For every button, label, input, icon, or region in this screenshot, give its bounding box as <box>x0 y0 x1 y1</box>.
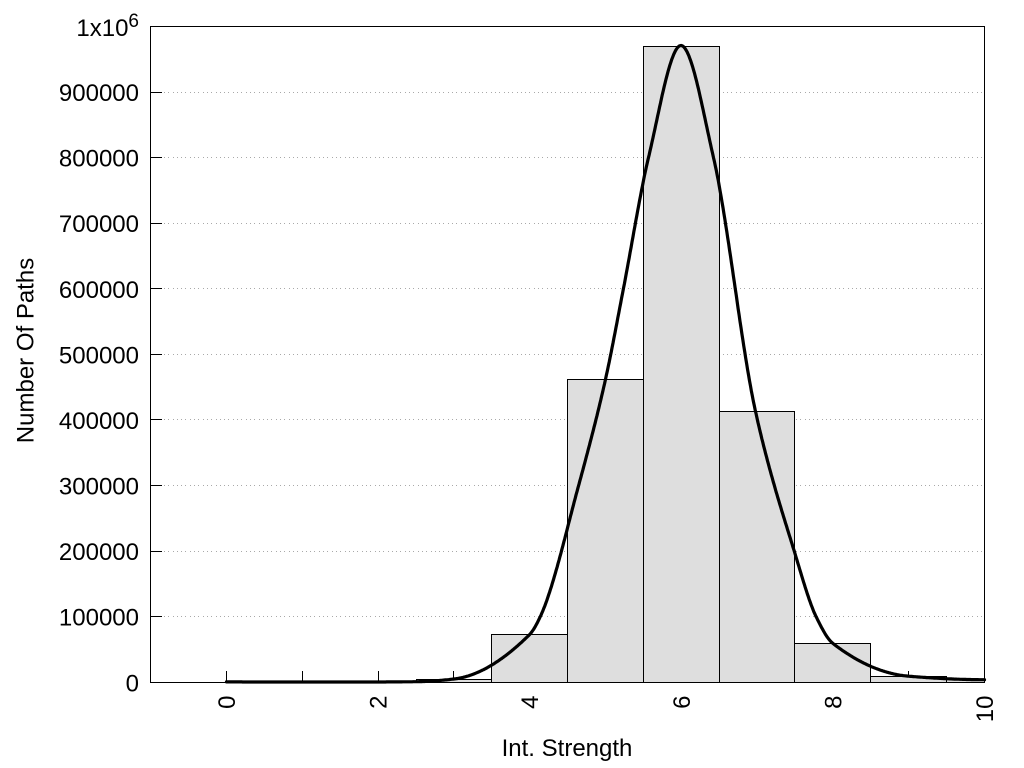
svg-text:2: 2 <box>366 696 393 709</box>
svg-text:700000: 700000 <box>59 211 139 238</box>
svg-text:400000: 400000 <box>59 408 139 435</box>
svg-text:8: 8 <box>820 696 847 709</box>
svg-text:300000: 300000 <box>59 474 139 501</box>
svg-text:Number Of Paths: Number Of Paths <box>13 258 40 443</box>
svg-text:800000: 800000 <box>59 146 139 173</box>
svg-text:0: 0 <box>214 696 241 709</box>
svg-text:Int. Strength: Int. Strength <box>502 735 633 762</box>
svg-text:10: 10 <box>972 696 999 723</box>
svg-text:500000: 500000 <box>59 342 139 369</box>
svg-text:0: 0 <box>126 670 139 697</box>
svg-text:4: 4 <box>517 696 544 709</box>
svg-text:6: 6 <box>669 696 696 709</box>
svg-text:100000: 100000 <box>59 605 139 632</box>
svg-text:600000: 600000 <box>59 277 139 304</box>
svg-text:200000: 200000 <box>59 539 139 566</box>
svg-text:900000: 900000 <box>59 80 139 107</box>
